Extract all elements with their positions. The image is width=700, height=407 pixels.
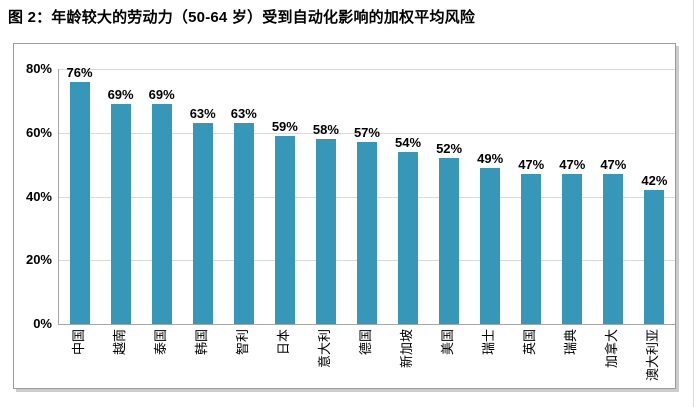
bar [315, 139, 336, 324]
x-axis-label: 泰国 [152, 329, 168, 356]
y-tick-label: 40% [25, 188, 52, 204]
x-label-cell: 澳大利亚 [633, 325, 674, 387]
bar-slot: 47% [593, 69, 634, 324]
x-label-cell: 瑞典 [551, 325, 592, 387]
bar [439, 158, 460, 324]
bar [356, 142, 377, 324]
bar-slot: 76% [59, 65, 100, 324]
y-tick-label: 0% [33, 316, 52, 331]
bar [644, 190, 665, 324]
bar [603, 174, 624, 324]
bar [192, 123, 213, 324]
bar-value-label: 69% [107, 87, 134, 103]
bar [562, 174, 583, 324]
bar [480, 167, 501, 324]
bar-value-label: 69% [148, 87, 175, 103]
bar-slot: 49% [470, 69, 511, 324]
bar-slot: 47% [511, 69, 552, 324]
bar-value-label: 63% [230, 106, 257, 122]
bar-slot: 52% [429, 69, 470, 324]
x-label-cell: 新加坡 [387, 325, 428, 387]
bar-value-label: 49% [477, 150, 504, 166]
bar-value-label: 63% [189, 106, 216, 122]
bar [233, 123, 254, 324]
bar [398, 151, 419, 324]
gridline [59, 69, 675, 70]
bar-slot: 69% [100, 69, 141, 324]
x-label-cell: 越南 [99, 325, 140, 387]
x-label-cell: 韩国 [181, 325, 222, 387]
bar-slot: 63% [182, 69, 223, 324]
bar-slot: 57% [346, 69, 387, 324]
figure-frame: 76% 69% 69% 63% 63% 59% 58% 57% 54% 52% 49% 47% 47% 4… [13, 43, 676, 389]
bar-value-label: 59% [271, 118, 298, 134]
x-axis-label: 日本 [275, 329, 291, 356]
y-tick-label: 80% [25, 61, 52, 76]
bar-value-label: 42% [641, 173, 668, 189]
x-label-cell: 中国 [58, 325, 99, 387]
x-axis-label: 瑞士 [481, 329, 497, 356]
x-label-cell: 泰国 [140, 325, 181, 387]
bar-value-label: 57% [353, 125, 380, 141]
x-axis-label: 澳大利亚 [645, 329, 661, 382]
bar-slot: 69% [141, 69, 182, 324]
x-label-cell: 德国 [345, 325, 386, 387]
x-label-cell: 瑞士 [469, 325, 510, 387]
plot-area: 76% 69% 69% 63% 63% 59% 58% 57% 54% 52% 49% 47% 47% 4… [58, 65, 675, 325]
bar-slot: 63% [223, 69, 264, 324]
bar-slot: 59% [264, 69, 305, 324]
gridline [59, 132, 675, 134]
bar-slot: 58% [305, 69, 346, 324]
bar [69, 81, 90, 324]
x-label-cell: 意大利 [304, 325, 345, 387]
x-axis-label: 中国 [70, 329, 86, 356]
bars-row: 76% 69% 69% 63% 63% 59% 58% 57% 54% 52% 49% 47% 47% 4… [59, 65, 675, 324]
bar-slot: 54% [388, 69, 429, 324]
x-axis-label: 韩国 [193, 329, 209, 356]
bar-value-label: 54% [395, 134, 422, 150]
bar [521, 174, 542, 324]
bar [274, 135, 295, 324]
x-label-cell: 美国 [428, 325, 469, 387]
x-axis-label: 英国 [522, 329, 538, 356]
bar-value-label: 52% [436, 141, 463, 157]
x-axis-label: 美国 [440, 329, 456, 356]
x-axis-label: 智利 [234, 329, 250, 356]
y-tick-label: 20% [25, 252, 52, 268]
x-axis-label: 新加坡 [399, 329, 415, 369]
bar-slot: 42% [634, 69, 675, 324]
bar-slot: 47% [552, 69, 593, 324]
x-axis-label: 加拿大 [604, 329, 620, 369]
bar-value-label: 76% [66, 64, 93, 80]
y-tick-label: 60% [25, 124, 52, 140]
bar [110, 104, 131, 324]
bar-value-label: 47% [559, 157, 586, 173]
x-axis-label: 德国 [357, 329, 373, 356]
x-axis-label: 意大利 [316, 329, 332, 369]
bar-value-label: 58% [312, 122, 339, 138]
bar [151, 104, 172, 324]
bar-value-label: 47% [518, 157, 545, 173]
page-edge-line [693, 0, 694, 407]
chart-title: 图 2：年龄较大的劳动力（50-64 岁）受到自动化影响的加权平均风险 [8, 9, 476, 26]
x-label-cell: 加拿大 [592, 325, 633, 387]
x-label-cell: 智利 [222, 325, 263, 387]
bar-value-label: 47% [600, 157, 627, 173]
x-label-cell: 日本 [263, 325, 304, 387]
x-axis-label: 越南 [111, 329, 127, 356]
x-labels-row: 中国 越南 泰国 韩国 智利 日本 意大利 德国 新加坡 美国 瑞士 英国 瑞典 加拿大 澳大利亚 [58, 325, 674, 387]
x-label-cell: 英国 [510, 325, 551, 387]
x-axis-label: 瑞典 [563, 329, 579, 356]
